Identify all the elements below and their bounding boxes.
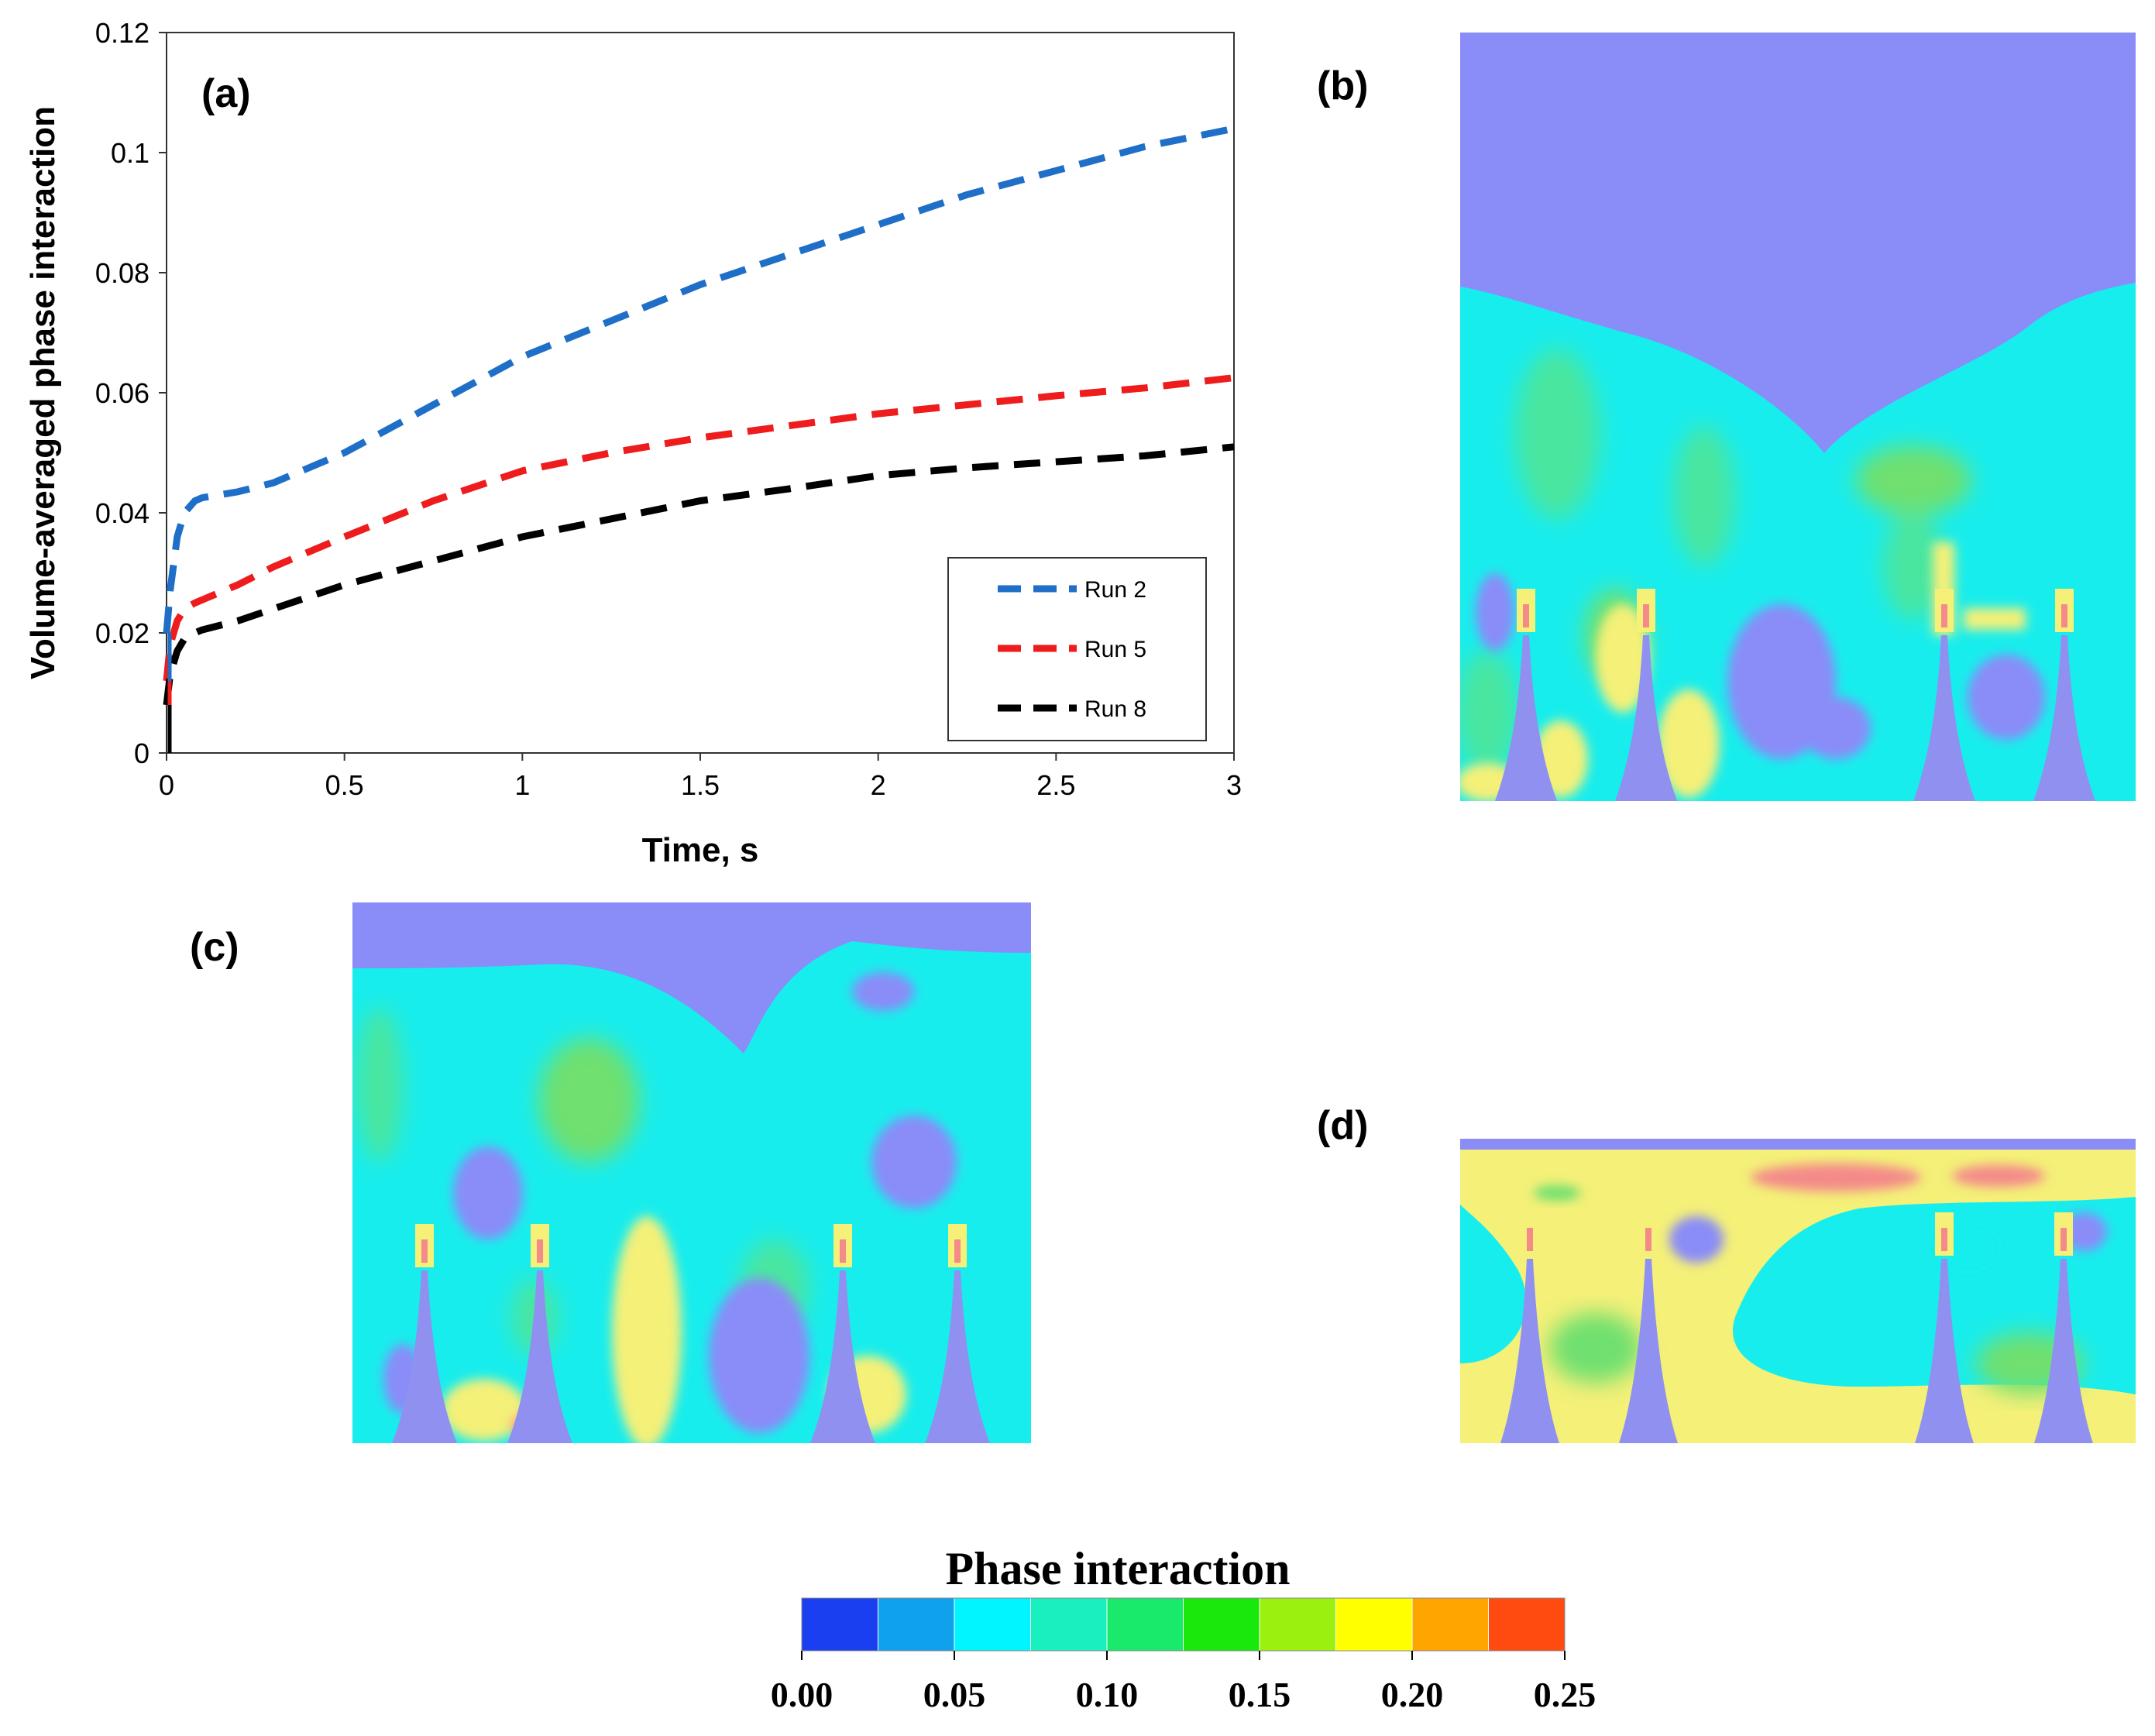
colorbar-swatch [1335, 1597, 1413, 1652]
y-tick-label: 0.04 [95, 497, 150, 529]
nozzle-jet-core [1941, 1228, 1947, 1251]
colorbar-tick-label: 0.00 [771, 1675, 833, 1714]
x-tick-label: 2.5 [1036, 769, 1075, 801]
x-tick-label: 2 [871, 769, 886, 801]
legend-box [947, 557, 1207, 741]
x-axis-label: Time, s [642, 831, 759, 869]
nozzle [1915, 1259, 1974, 1443]
colorbar-swatches [801, 1597, 1566, 1652]
panel-label-a: (a) [201, 71, 251, 116]
panel-label-c: (c) [190, 925, 239, 970]
nozzle [507, 1270, 572, 1443]
gas-region [1460, 1139, 2136, 1150]
low-patches [383, 972, 957, 1433]
panel-label-b: (b) [1317, 64, 1368, 108]
nozzle [2034, 1259, 2093, 1443]
nozzle [2033, 635, 2095, 801]
x-tick-label: 1 [514, 769, 530, 801]
peak-patches [1534, 1164, 2045, 1201]
colorbar-ticks: 0.00 0.05 0.10 0.15 0.20 0.25 [771, 1651, 1596, 1714]
colorbar-tick-label: 0.25 [1534, 1675, 1596, 1714]
nozzle [1913, 635, 1975, 801]
y-axis: 0 0.02 0.04 0.06 0.08 0.1 0.12 [95, 17, 167, 769]
colorbar-title: Phase interaction [946, 1543, 1291, 1594]
y-tick-label: 0.12 [95, 17, 150, 49]
contour-panel-c [352, 902, 1031, 1443]
nozzle [1495, 635, 1557, 801]
x-axis: 0 0.5 1 1.5 2 2.5 3 [159, 753, 1242, 801]
colorbar-tick-label: 0.10 [1076, 1675, 1139, 1714]
nozzle-jet-core [537, 1239, 543, 1263]
legend-label: Run 5 [1084, 637, 1146, 662]
line-chart-panel-a: 0 0.02 0.04 0.06 0.08 0.1 0.12 0 0.5 1 1.5 2 2.5 3 T… [24, 17, 1242, 869]
x-tick-label: 3 [1226, 769, 1242, 801]
colorbar-swatch [1488, 1597, 1566, 1652]
panel-label-d: (d) [1317, 1103, 1368, 1148]
colorbar-swatch [801, 1597, 878, 1652]
colorbar-frame [801, 1597, 1566, 1652]
series-line-run-2 [163, 125, 1235, 634]
nozzle-jet-core [954, 1239, 961, 1263]
nozzle-jet-core [1643, 604, 1649, 627]
x-tick-label: 0.5 [325, 769, 364, 801]
colorbar-swatch [1259, 1597, 1336, 1652]
nozzle-group [1495, 589, 2095, 801]
colorbar-swatch [1411, 1597, 1489, 1652]
legend-label: Run 8 [1084, 696, 1146, 722]
contour-panel-b [1460, 33, 2136, 801]
legend-label: Run 2 [1084, 577, 1146, 603]
colorbar-swatch [1030, 1597, 1108, 1652]
colorbar-swatch [954, 1597, 1031, 1652]
y-tick-label: 0 [134, 737, 150, 769]
y-tick-label: 0.06 [95, 377, 150, 409]
colorbar-swatch [1106, 1597, 1184, 1652]
nozzle [810, 1270, 875, 1443]
low-patches [1476, 573, 2045, 759]
nozzle [925, 1270, 990, 1443]
nozzle-group [1500, 1212, 2093, 1443]
y-axis-label: Volume-averaged phase interaction [24, 106, 62, 679]
colorbar-tick-label: 0.20 [1381, 1675, 1444, 1714]
nozzle [392, 1270, 457, 1443]
gas-region [1460, 33, 2136, 453]
series-group [163, 125, 1235, 753]
nozzle-group [392, 1224, 990, 1443]
nozzle-jet-core [2061, 604, 2067, 627]
contour-panel-d [1460, 1139, 2136, 1443]
nozzle-jet-core [421, 1239, 428, 1263]
series-line-run-5 [163, 374, 1235, 682]
nozzle-jet-core [1941, 604, 1947, 627]
y-tick-label: 0.02 [95, 617, 150, 649]
nozzle-jet-core [1523, 604, 1529, 627]
x-tick-label: 1.5 [681, 769, 720, 801]
nozzle-jet-core [840, 1239, 846, 1263]
nozzle [1500, 1259, 1559, 1443]
colorbar-swatch [878, 1597, 955, 1652]
colorbar-tick-label: 0.15 [1229, 1675, 1291, 1714]
legend: Run 2 Run 5 Run 8 [947, 557, 1207, 741]
nozzle-jet-core [1645, 1228, 1651, 1251]
gas-region [352, 902, 1031, 1054]
nozzle-jet-core [2060, 1228, 2067, 1251]
colorbar-tick-label: 0.05 [923, 1675, 986, 1714]
colorbar: Phase interaction 0.00 0.05 0.10 0.15 0.20 0.… [771, 1543, 1596, 1714]
nozzle-jet-core [1527, 1228, 1533, 1251]
y-tick-label: 0.08 [95, 257, 150, 289]
x-tick-label: 0 [159, 769, 174, 801]
nozzle [1619, 1259, 1678, 1443]
y-tick-label: 0.1 [111, 137, 150, 169]
nozzle [1615, 635, 1677, 801]
colorbar-swatch [1183, 1597, 1260, 1652]
